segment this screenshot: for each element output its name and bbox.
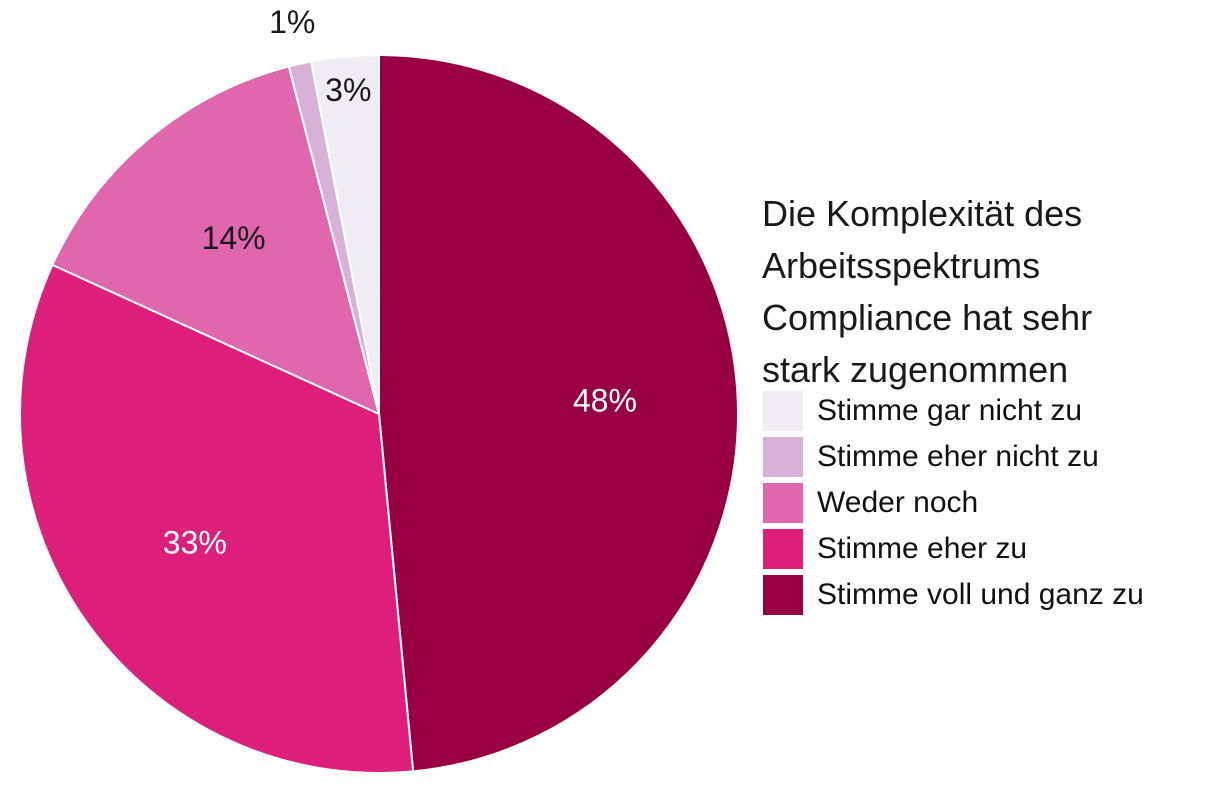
legend-item: Stimme eher nicht zu (763, 434, 1144, 480)
legend-label: Stimme eher nicht zu (817, 440, 1099, 473)
legend-swatch (763, 575, 803, 615)
legend-swatch (763, 529, 803, 569)
legend-swatch (763, 391, 803, 431)
legend-item: Stimme voll und ganz zu (763, 572, 1144, 618)
slice-label: 48% (573, 383, 637, 419)
slice-label: 14% (202, 220, 266, 256)
legend-swatch (763, 483, 803, 523)
slice-label: 33% (163, 525, 227, 561)
legend-label: Weder noch (817, 486, 979, 519)
legend-item: Stimme gar nicht zu (763, 388, 1144, 434)
pie-slice (19, 263, 415, 774)
legend-label: Stimme voll und ganz zu (817, 578, 1144, 611)
legend-item: Stimme eher zu (763, 526, 1144, 572)
legend-label: Stimme eher zu (817, 532, 1028, 565)
chart-title-line: Arbeitsspektrums (762, 245, 1041, 286)
pie-slice (51, 65, 380, 415)
legend-item: Weder noch (763, 480, 1144, 526)
pie-slice (378, 54, 739, 773)
legend-label: Stimme gar nicht zu (817, 394, 1083, 427)
chart-title-line: stark zugenommen (762, 349, 1069, 390)
chart-title: Die Komplexität des Arbeitsspektrums Com… (762, 188, 1162, 396)
chart-title-line: Die Komplexität des (762, 193, 1083, 234)
chart-title-line: Compliance hat sehr (762, 297, 1093, 338)
slice-label: 3% (325, 72, 371, 108)
pie-slice (310, 54, 380, 415)
legend: Stimme gar nicht zu Stimme eher nicht zu… (763, 388, 1144, 618)
legend-swatch (763, 437, 803, 477)
slice-label: 1% (269, 4, 315, 40)
slice-labels: 48% 33% 14% 1% 3% (163, 4, 637, 561)
